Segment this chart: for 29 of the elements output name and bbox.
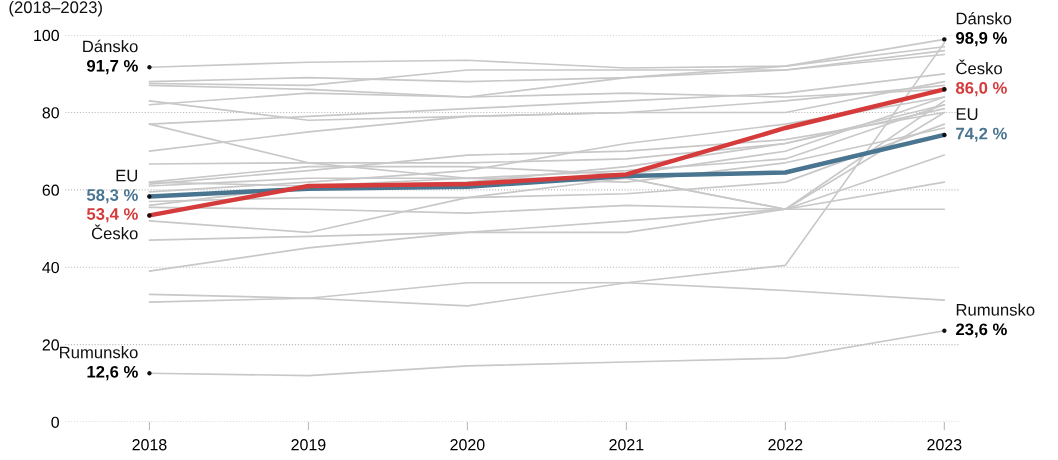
x-tick-label: 2019 (291, 439, 326, 451)
y-tick-label: 20 (42, 339, 59, 351)
data-label: 23,6 % (956, 323, 1007, 338)
y-tick-label: 0 (51, 416, 59, 428)
data-label: 53,4 % (86, 208, 138, 223)
x-tick-label: 2020 (450, 439, 485, 451)
y-tick-label: 80 (42, 107, 59, 119)
y-tick-label: 60 (42, 184, 59, 196)
series-label: Česko (91, 224, 138, 240)
series-label: Rumunsko (60, 346, 138, 359)
x-tick-label: 2023 (927, 439, 962, 451)
data-label: 74,2 % (956, 127, 1007, 142)
y-tick-label: 40 (42, 261, 59, 274)
data-label: 58,3 % (86, 189, 138, 204)
data-label: 86,0 % (955, 81, 1007, 97)
data-label: 98,9 % (956, 32, 1007, 47)
text: Česko (956, 59, 1002, 75)
chart-subtitle: (2018–2023) (9, 0, 102, 17)
x-tick-label: 2018 (132, 439, 167, 451)
text: Rumunsko (956, 303, 1035, 316)
data-label: 12,6 % (87, 365, 138, 381)
y-tick-label: 100 (34, 29, 59, 42)
text: EU (956, 108, 978, 120)
series-label: Dánsko (83, 39, 138, 53)
text: Dánsko (956, 11, 1012, 25)
x-tick-label: 2021 (609, 439, 644, 451)
data-label: 91,7 % (87, 59, 138, 75)
series-label: EU (116, 169, 138, 182)
x-tick-label: 2022 (768, 439, 803, 451)
